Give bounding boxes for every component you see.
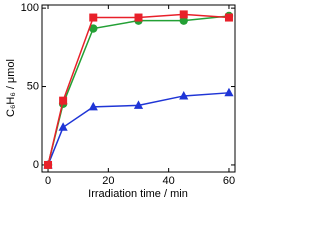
marker xyxy=(89,24,98,33)
x-tick-label: 20 xyxy=(102,175,114,187)
y-tick-label: 100 xyxy=(21,2,39,14)
chart: Irradiation time / min C₆H₆ / μmol 0 20 40… xyxy=(5,2,236,200)
marker xyxy=(58,122,68,131)
marker xyxy=(224,87,234,97)
marker xyxy=(179,10,188,19)
series-line xyxy=(47,15,230,166)
y-tick-label: 50 xyxy=(27,80,39,92)
marker xyxy=(59,96,68,105)
marker xyxy=(179,16,188,25)
x-tick-label: 40 xyxy=(163,175,175,187)
marker xyxy=(179,90,189,100)
marker xyxy=(89,13,98,22)
x-tick-label: 60 xyxy=(223,175,235,187)
y-axis-title: C₆H₆ / μmol xyxy=(5,59,17,117)
plot-frame xyxy=(41,4,236,173)
series-line xyxy=(47,13,230,166)
series-line xyxy=(47,92,230,166)
x-tick-label: 0 xyxy=(45,175,51,187)
marker xyxy=(44,160,53,169)
marker xyxy=(224,13,233,22)
y-tick-label: 0 xyxy=(33,159,39,171)
x-axis-title: Irradiation time / min xyxy=(88,188,188,200)
marker xyxy=(133,100,144,109)
marker xyxy=(88,101,98,111)
marker xyxy=(134,13,143,22)
